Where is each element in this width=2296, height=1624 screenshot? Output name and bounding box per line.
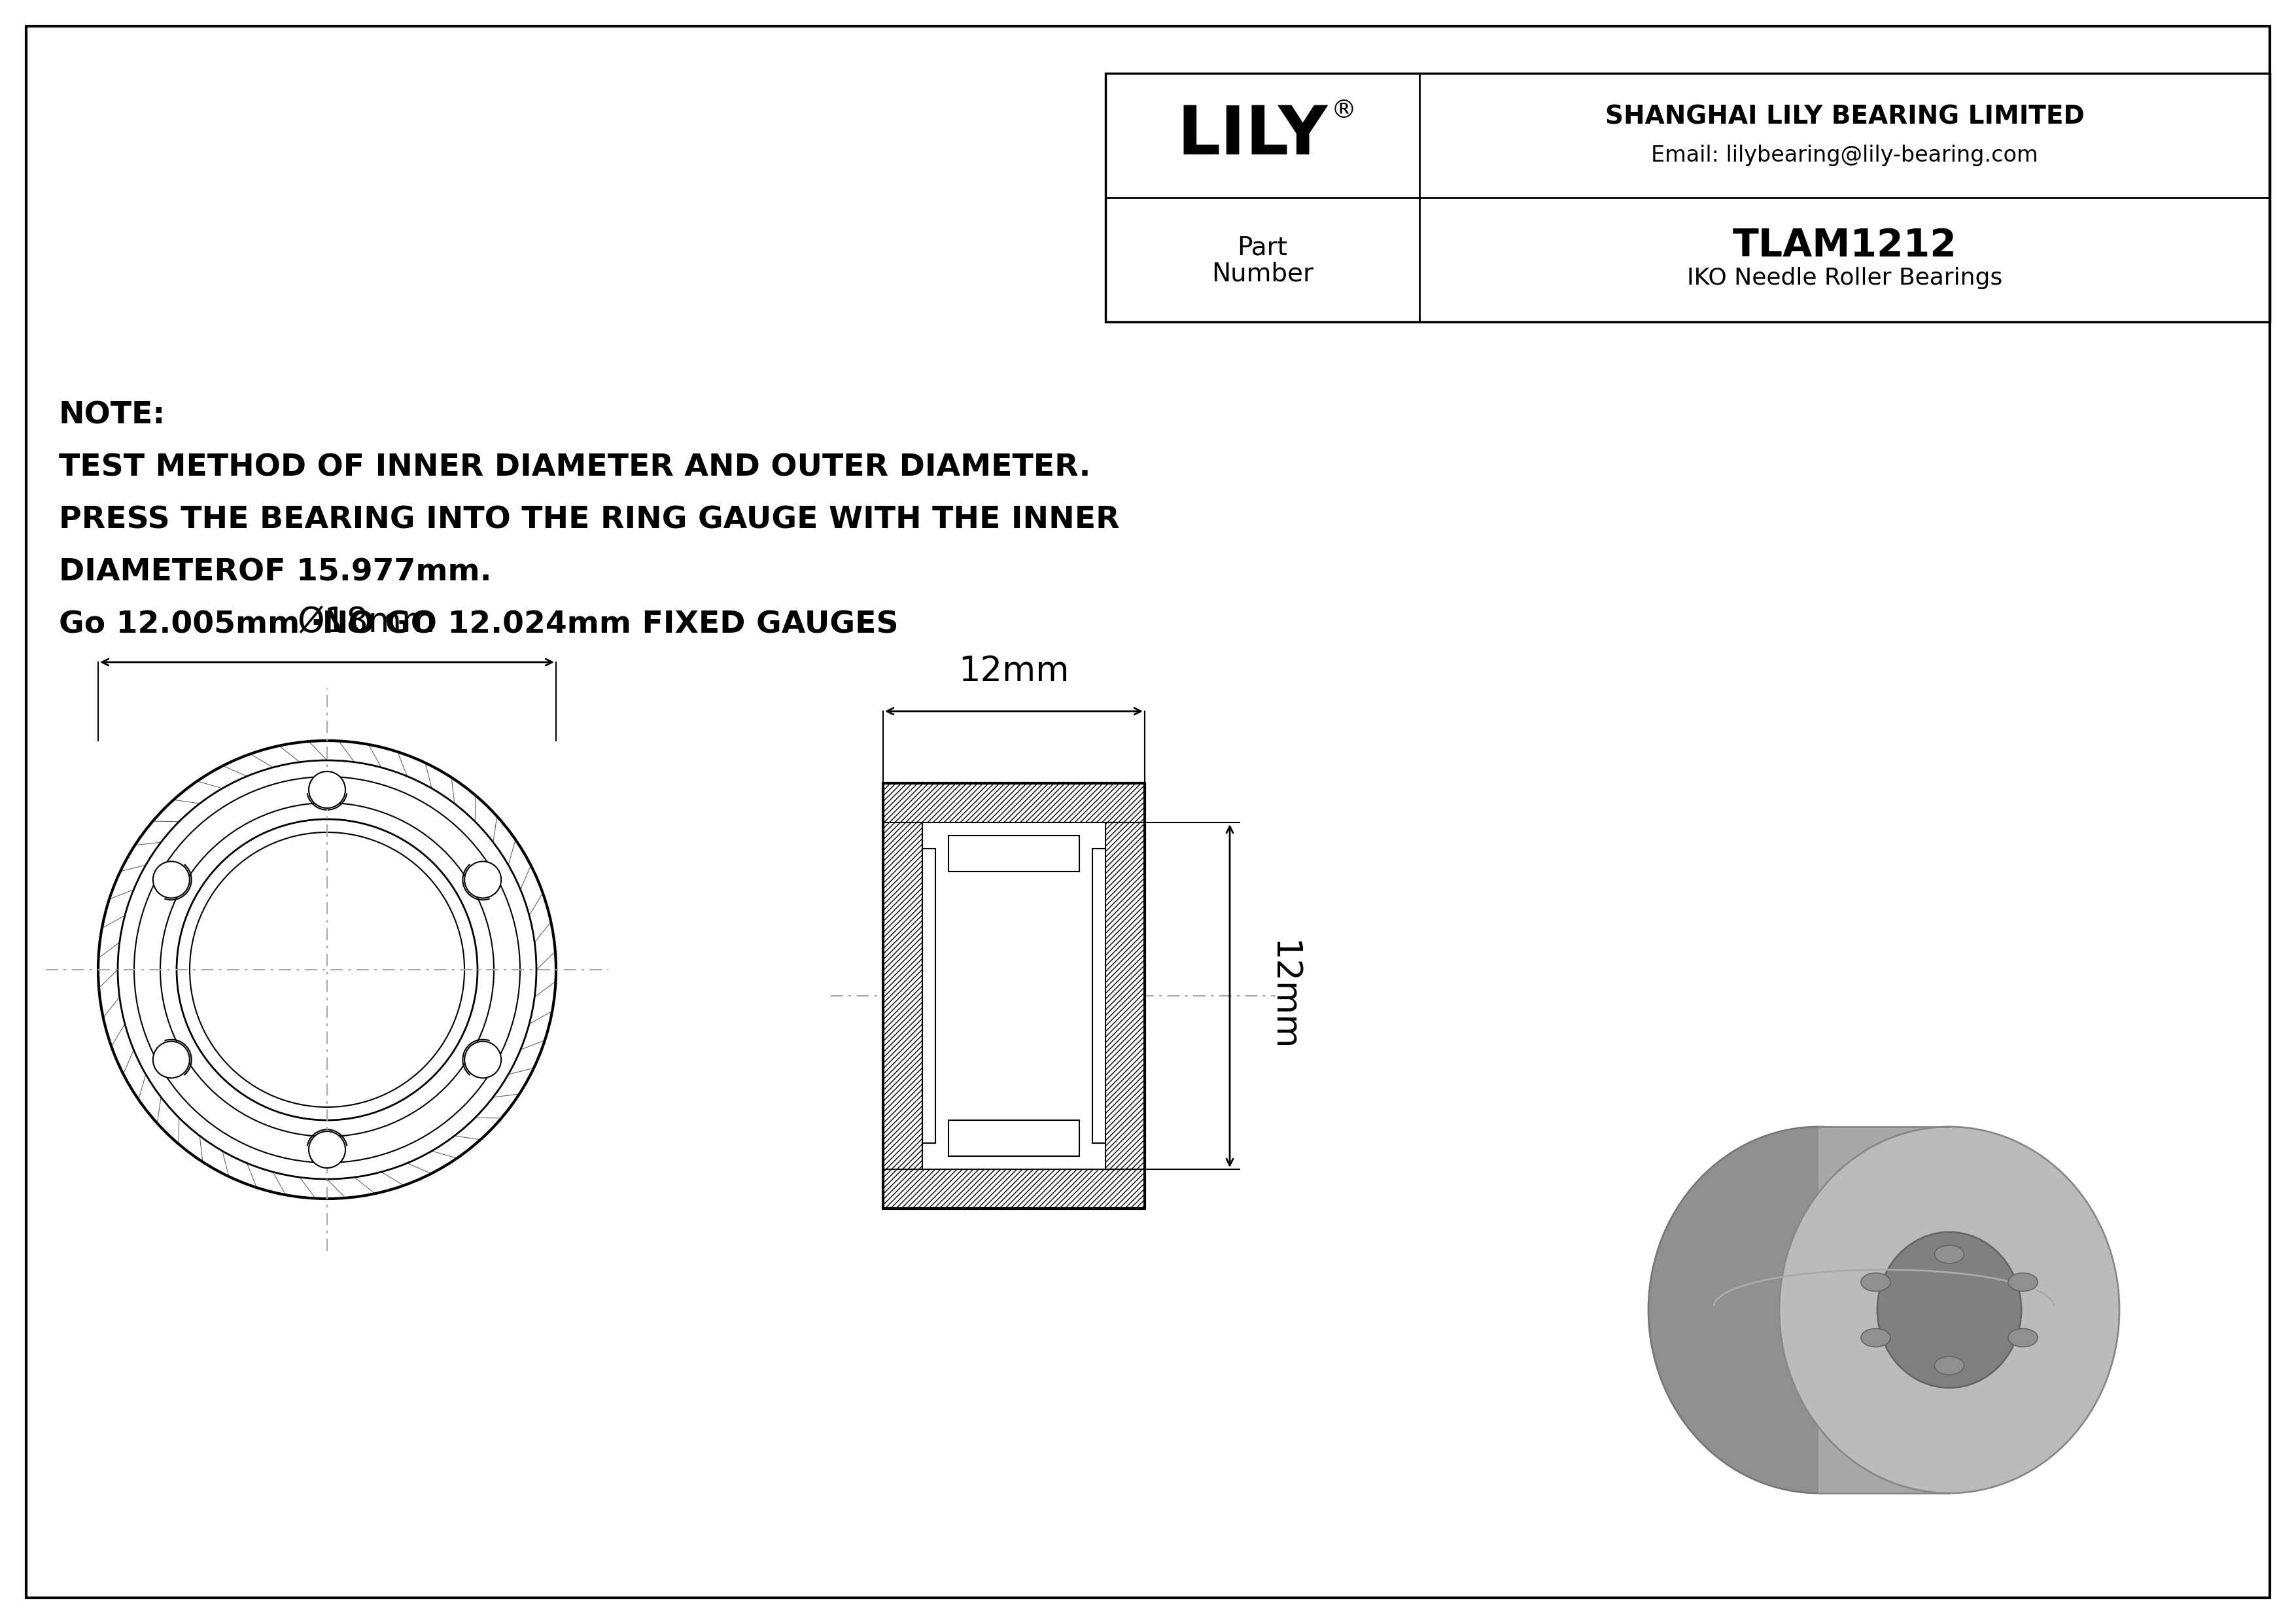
Bar: [948, 836, 1079, 872]
Text: DIAMETEROF 15.977mm.: DIAMETEROF 15.977mm.: [60, 557, 491, 586]
Text: 12mm: 12mm: [957, 654, 1070, 689]
Bar: [923, 822, 1104, 1169]
Text: Email: lilybearing@lily-bearing.com: Email: lilybearing@lily-bearing.com: [1651, 145, 2039, 166]
Circle shape: [308, 1132, 344, 1168]
Circle shape: [308, 771, 344, 809]
Circle shape: [464, 861, 501, 898]
Ellipse shape: [1878, 1233, 2020, 1389]
Text: Go 12.005mm ·NO GO 12.024mm FIXED GAUGES: Go 12.005mm ·NO GO 12.024mm FIXED GAUGES: [60, 611, 898, 640]
Bar: [1104, 822, 1146, 1169]
Text: PRESS THE BEARING INTO THE RING GAUGE WITH THE INNER: PRESS THE BEARING INTO THE RING GAUGE WI…: [60, 505, 1120, 534]
Ellipse shape: [1862, 1273, 1890, 1291]
Ellipse shape: [1936, 1356, 1963, 1374]
Circle shape: [154, 1041, 191, 1078]
Bar: [884, 822, 923, 1169]
Circle shape: [154, 861, 191, 898]
Text: 12mm: 12mm: [1265, 940, 1300, 1051]
Text: NOTE:: NOTE:: [60, 401, 165, 430]
Ellipse shape: [1773, 1291, 2020, 1346]
Text: ®: ®: [1332, 97, 1357, 123]
Text: Ø18mm: Ø18mm: [296, 606, 436, 640]
Bar: [884, 783, 1146, 1208]
Bar: [1104, 73, 2271, 322]
Ellipse shape: [1862, 1328, 1890, 1346]
Bar: [948, 1121, 1079, 1156]
Ellipse shape: [1791, 1218, 1933, 1402]
Ellipse shape: [2009, 1273, 2037, 1291]
Ellipse shape: [1846, 1218, 2000, 1402]
Text: TLAM1212: TLAM1212: [1733, 227, 1956, 265]
Ellipse shape: [2009, 1328, 2037, 1346]
Text: LILY: LILY: [1178, 102, 1327, 169]
Ellipse shape: [1779, 1127, 2119, 1492]
Text: SHANGHAI LILY BEARING LIMITED: SHANGHAI LILY BEARING LIMITED: [1605, 104, 2085, 130]
Bar: [884, 1169, 1146, 1208]
Ellipse shape: [1936, 1246, 1963, 1263]
Bar: [884, 783, 1146, 822]
Ellipse shape: [1649, 1127, 1988, 1492]
Text: TEST METHOD OF INNER DIAMETER AND OUTER DIAMETER.: TEST METHOD OF INNER DIAMETER AND OUTER …: [60, 453, 1091, 482]
Circle shape: [464, 1041, 501, 1078]
Text: Number: Number: [1212, 261, 1313, 286]
Polygon shape: [1818, 1127, 1949, 1492]
Text: Part: Part: [1238, 235, 1288, 260]
Text: IKO Needle Roller Bearings: IKO Needle Roller Bearings: [1688, 266, 2002, 289]
